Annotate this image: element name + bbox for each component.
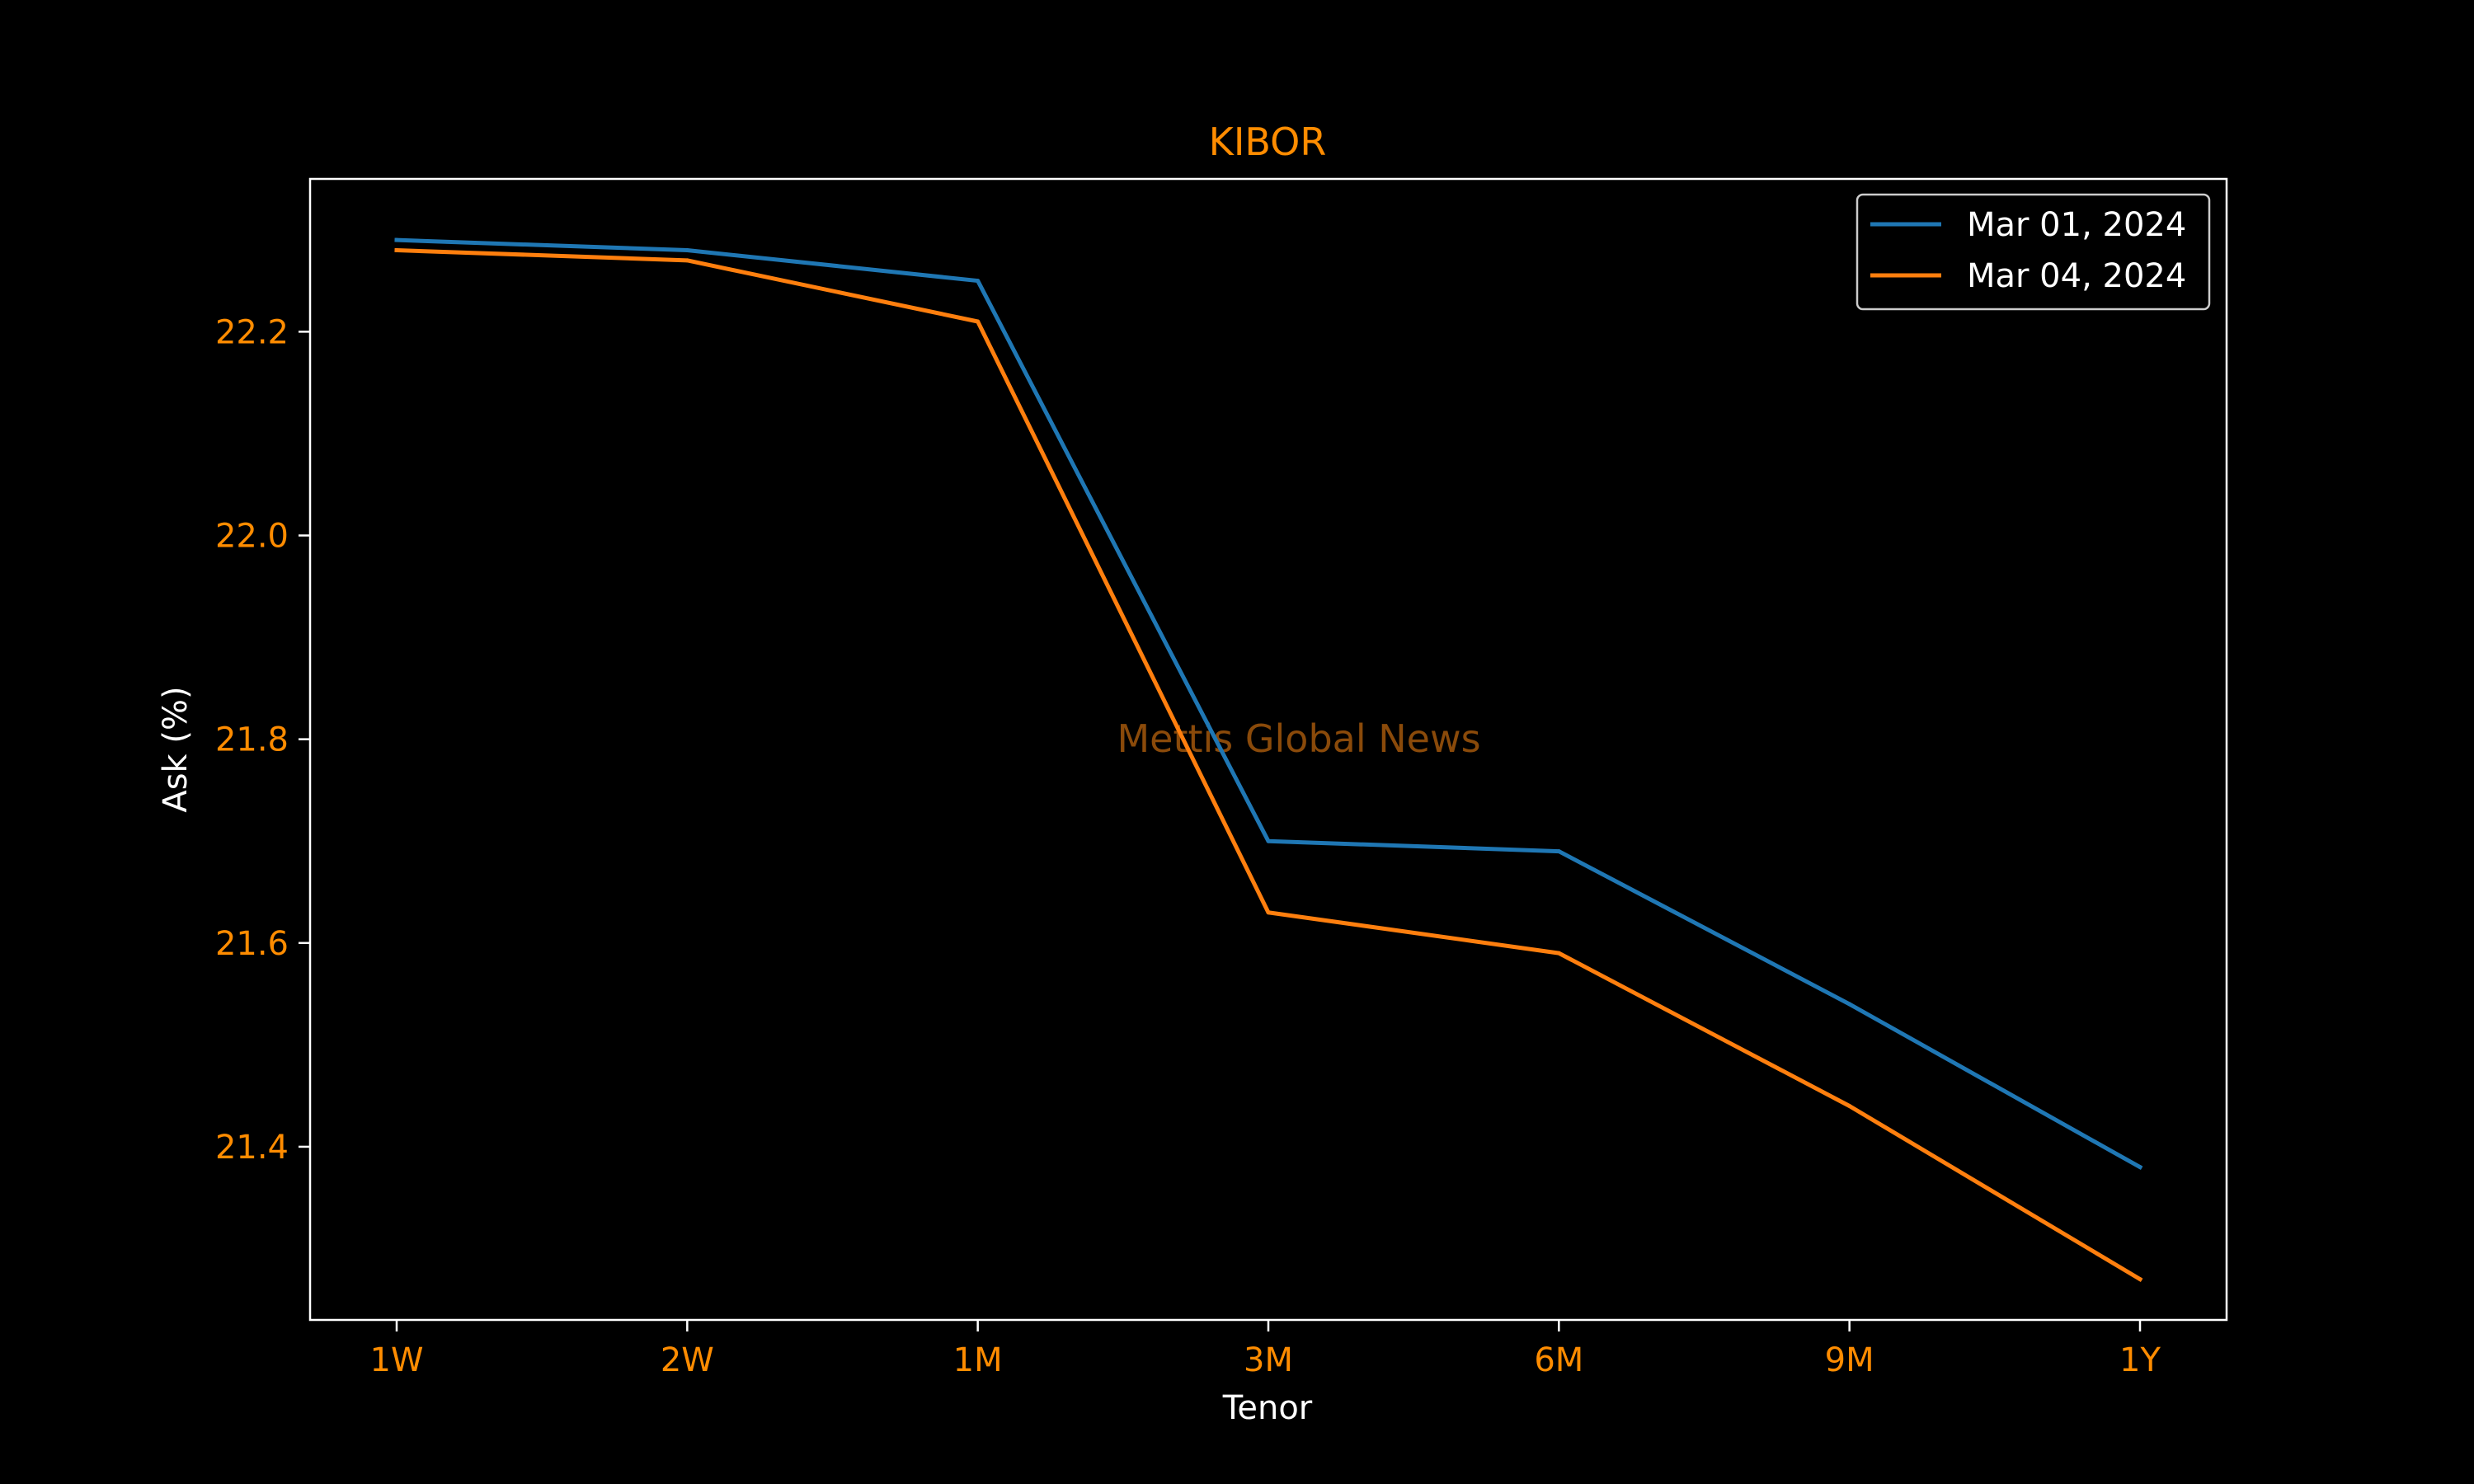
y-tick-label: 21.8 <box>215 721 289 759</box>
x-tick-label: 3M <box>1244 1341 1293 1379</box>
x-tick-label: 1W <box>370 1341 424 1379</box>
y-tick-label: 22.2 <box>215 313 289 351</box>
watermark-text: Mettis Global News <box>1117 716 1480 761</box>
series-2-point <box>2138 1277 2142 1282</box>
series-2-point <box>1556 951 1561 956</box>
series-2-point <box>1847 1104 1852 1108</box>
x-tick-label: 6M <box>1534 1341 1583 1379</box>
y-axis: 21.4 21.6 21.8 22.0 22.2 <box>215 313 310 1167</box>
series-lines <box>394 237 2143 1282</box>
series-2-point <box>1266 910 1271 915</box>
series-1-point <box>394 237 399 242</box>
y-tick-label: 22.0 <box>215 518 289 556</box>
x-tick-label: 1M <box>953 1341 1003 1379</box>
x-axis: 1W 2W 1M 3M 6M 9M 1Y <box>370 1320 2161 1379</box>
series-2-point <box>684 258 689 263</box>
x-tick-label: 2W <box>661 1341 714 1379</box>
legend-label-1: Mar 01, 2024 <box>1967 206 2186 244</box>
series-1-point <box>1847 1002 1852 1007</box>
series-1-point <box>684 248 689 252</box>
x-axis-label: Tenor <box>1222 1389 1313 1427</box>
chart-title: KIBOR <box>1209 120 1327 164</box>
series-1-point <box>2138 1165 2142 1170</box>
series-2-point <box>394 248 399 252</box>
watermark: Mettis Global News <box>1117 716 1480 761</box>
x-tick-label: 9M <box>1825 1341 1874 1379</box>
y-tick-label: 21.4 <box>215 1129 289 1167</box>
y-tick-label: 21.6 <box>215 925 289 963</box>
series-1-point <box>976 279 981 284</box>
y-axis-label: Ask (%) <box>157 686 195 812</box>
legend: Mar 01, 2024 Mar 04, 2024 <box>1856 193 2211 311</box>
legend-box <box>1856 193 2211 311</box>
series-2-point <box>976 319 981 324</box>
series-1-point <box>1266 838 1271 843</box>
legend-label-2: Mar 04, 2024 <box>1967 257 2186 295</box>
series-1-point <box>1556 849 1561 854</box>
x-tick-label: 1Y <box>2119 1341 2161 1379</box>
